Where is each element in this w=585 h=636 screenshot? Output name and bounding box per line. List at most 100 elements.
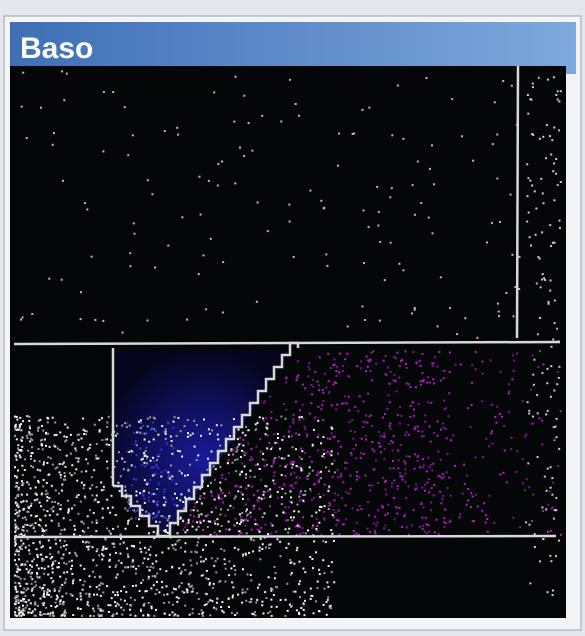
dot (531, 82, 534, 85)
dot (81, 530, 84, 532)
dot (178, 585, 181, 587)
dot (85, 592, 88, 595)
dot (364, 434, 367, 437)
dot (62, 517, 65, 520)
dot (85, 433, 88, 436)
dot (422, 506, 425, 509)
dot (332, 509, 335, 511)
dot (393, 479, 396, 482)
dot (168, 613, 171, 616)
dot (472, 159, 475, 162)
dot (320, 470, 322, 473)
dot (106, 460, 108, 463)
dot (95, 443, 98, 445)
dot (233, 497, 236, 500)
dot (176, 540, 179, 543)
dot (351, 507, 354, 510)
dot (551, 477, 554, 480)
dot (319, 496, 322, 498)
dot (356, 509, 359, 511)
dot (40, 505, 42, 508)
dot (15, 428, 18, 431)
dot (82, 584, 85, 587)
dot (150, 428, 152, 431)
dot (384, 355, 387, 357)
dot (428, 491, 431, 494)
dot (235, 450, 238, 453)
dot (433, 183, 435, 186)
dot (144, 465, 147, 468)
dot (269, 488, 272, 491)
dot (34, 601, 37, 604)
dot (422, 458, 425, 461)
dot (174, 492, 176, 495)
dot (95, 550, 98, 553)
dot (424, 516, 427, 519)
dot (51, 416, 54, 419)
dot (22, 525, 25, 528)
dot (89, 585, 92, 588)
dot (61, 595, 64, 598)
dot (256, 598, 259, 601)
dot (73, 472, 76, 475)
dot (552, 517, 555, 520)
dot (176, 532, 179, 535)
dot (113, 546, 116, 548)
dot (233, 564, 236, 567)
dot (428, 478, 430, 480)
dot (14, 525, 17, 528)
dot (54, 560, 57, 562)
dot (355, 532, 358, 535)
dot (405, 363, 407, 366)
dot (50, 605, 53, 607)
dot (414, 488, 417, 491)
dot (402, 269, 405, 272)
dot (62, 553, 65, 556)
dot (217, 495, 220, 498)
dot (330, 529, 333, 532)
dot (247, 122, 250, 125)
dot (412, 408, 415, 411)
dot (272, 458, 275, 461)
dot (261, 604, 264, 607)
dot (135, 494, 138, 497)
dot (108, 565, 111, 568)
dot (552, 589, 554, 592)
dot (307, 365, 310, 368)
dot (262, 612, 265, 615)
dot (25, 568, 28, 571)
dot (219, 481, 222, 484)
dot (186, 419, 189, 422)
dot (288, 506, 291, 509)
dot (140, 432, 143, 435)
dot (249, 475, 252, 478)
dot (143, 452, 146, 455)
dot (323, 518, 326, 521)
dot (274, 571, 277, 574)
dot (49, 457, 52, 460)
dot (191, 432, 194, 435)
dot (281, 438, 284, 441)
dot (349, 430, 352, 432)
dot (150, 607, 153, 610)
dot (67, 508, 70, 511)
dot (261, 114, 264, 117)
dot (339, 352, 342, 355)
dot (311, 526, 314, 529)
dot (17, 514, 20, 517)
dot (54, 467, 57, 470)
dot (152, 456, 155, 459)
dot (219, 487, 222, 490)
dot (507, 392, 510, 395)
dot (298, 580, 301, 583)
dot (28, 507, 31, 510)
dot (109, 553, 112, 556)
dot (261, 458, 264, 461)
dot (170, 464, 172, 467)
dot (379, 240, 382, 243)
dot (58, 590, 61, 593)
dot (64, 609, 67, 612)
dot (34, 530, 36, 533)
dot (35, 564, 38, 567)
dot (46, 499, 49, 502)
